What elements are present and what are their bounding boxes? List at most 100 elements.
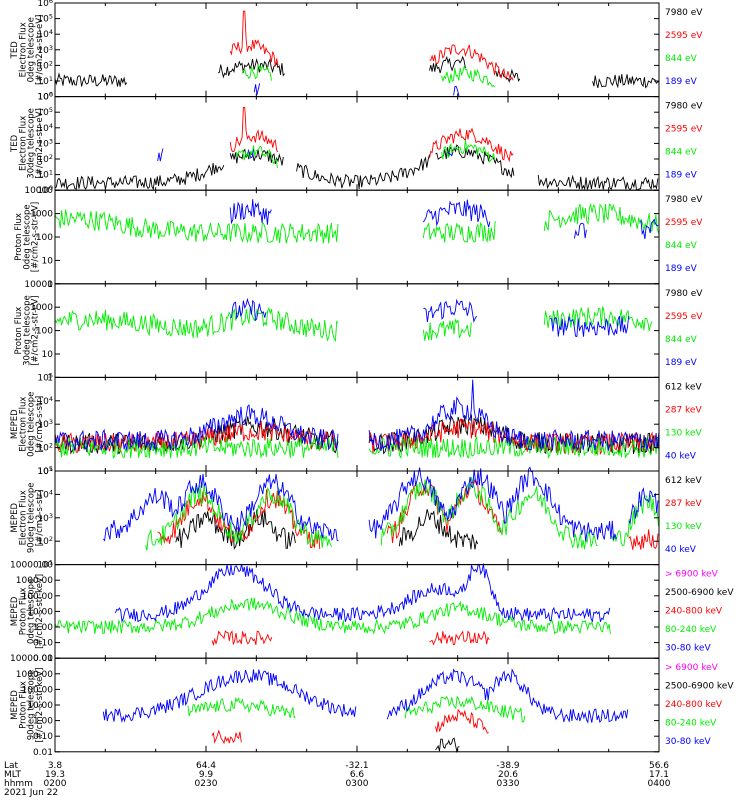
legend-entry: 240-800 keV — [665, 700, 723, 710]
legend-entry: 7980 eV — [665, 8, 703, 18]
legend-entry: 7980 eV — [665, 195, 703, 205]
series-3-844-ev — [54, 202, 659, 244]
ytick-label: 106 — [37, 0, 53, 9]
series-trace — [217, 58, 285, 79]
legend-entry: 2500-6900 keV — [665, 682, 734, 692]
ylabel-line: 0deg telescope — [27, 579, 37, 644]
legend-entry: 189 eV — [665, 77, 698, 87]
series-1-2595-ev — [229, 10, 514, 81]
series-7-30-80-kev — [114, 563, 611, 623]
legend-entry: 189 eV — [665, 264, 698, 274]
series-4-189-ev — [230, 297, 630, 338]
series-trace — [114, 563, 611, 623]
footer-time: 0330 — [497, 779, 520, 789]
series-trace — [247, 149, 255, 159]
series-trace — [175, 509, 296, 550]
series-trace — [54, 306, 339, 343]
series-trace — [368, 435, 660, 459]
series-trace — [592, 74, 659, 89]
series-trace — [54, 404, 339, 452]
series-trace — [422, 318, 472, 341]
legend-entry: 844 eV — [665, 335, 698, 345]
legend-entry: 30-80 keV — [665, 644, 711, 654]
series-trace — [543, 202, 659, 234]
ylabel-line: 90deg telescope — [27, 670, 37, 741]
legend-entry: 287 keV — [665, 405, 702, 415]
ytick-label: 100 — [36, 327, 53, 337]
footer-lat: 64.4 — [196, 761, 216, 771]
ytick-label: 100.00 — [22, 685, 54, 695]
series-8-80-240-kev — [187, 695, 526, 723]
series-trace — [435, 737, 460, 753]
legend-entry: 40 keV — [665, 451, 697, 461]
ytick-label: 100.00 — [22, 592, 54, 602]
ytick-label: 0.01 — [33, 748, 53, 758]
ylabel-line: TED — [10, 134, 20, 153]
footer-row-label: Lat — [4, 761, 19, 771]
ytick-label: 1000 — [30, 210, 53, 220]
ylabel-line: 0deg telescope — [22, 204, 32, 269]
series-trace — [573, 222, 587, 239]
ytick-label: 0.10 — [33, 639, 53, 649]
legend-entry: 130 keV — [665, 428, 702, 438]
series-5-130-kev — [54, 435, 660, 460]
series-trace — [380, 477, 599, 550]
footer-mlt: 9.9 — [199, 770, 214, 780]
legend-entry: 40 keV — [665, 545, 697, 555]
footer-mlt: 17.1 — [649, 770, 669, 780]
ylabel-line: 30deg telescope — [22, 295, 32, 366]
footer-time: 0400 — [648, 779, 671, 789]
series-trace — [537, 174, 659, 191]
series-trace — [211, 630, 273, 647]
series-8-240-800-kev — [211, 708, 489, 745]
series-4-844-ev — [54, 306, 653, 343]
legend-entry: 844 eV — [665, 148, 698, 158]
series-trace — [447, 151, 454, 157]
ytick-label: 1 — [47, 280, 53, 290]
ytick-label: 1000.00 — [16, 670, 53, 680]
series-trace — [187, 696, 296, 719]
ylabel-line: [#/cm2-s-str-eV] — [35, 108, 45, 178]
series-trace — [54, 163, 225, 191]
legend-entry: 287 keV — [665, 499, 702, 509]
series-trace — [235, 145, 278, 169]
ylabel-line: MEPED — [10, 502, 20, 532]
legend-entry: 130 keV — [665, 522, 702, 532]
ylabel-line: MEPED — [10, 596, 20, 626]
legend-entry: 30-80 keV — [665, 737, 711, 747]
ytick-label: 10000.00 — [10, 561, 53, 571]
series-trace — [296, 154, 430, 189]
ytick-label: 100 — [36, 233, 53, 243]
series-8-2500-6900-kev — [435, 737, 460, 753]
series-6-40-kev — [102, 466, 659, 542]
series-trace — [640, 218, 659, 240]
ylabel-line: Proton Flux — [18, 681, 28, 729]
ytick-label: 10000.00 — [10, 654, 53, 664]
legend-entry: 7980 eV — [665, 289, 703, 299]
footer-time: 0300 — [346, 779, 369, 789]
ylabel-line: Electron Flux — [18, 116, 28, 171]
ylabel-line: [#/cm2-s-str-keV] — [35, 668, 45, 743]
ylabel-line: Electron Flux — [18, 490, 28, 545]
ytick-label: 10000 — [24, 280, 53, 290]
ylabel-line: Proton Flux — [18, 588, 28, 636]
series-trace — [54, 437, 339, 460]
series-trace — [550, 315, 630, 338]
series-trace — [610, 494, 659, 547]
footer-lat: 56.6 — [649, 761, 669, 771]
ylabel-line: [#/cm2-s-str-eV] — [31, 202, 41, 272]
series-7-80-240-kev — [54, 597, 611, 635]
ytick-label: 1.00 — [33, 623, 53, 633]
series-trace — [102, 669, 357, 723]
ylabel-line: MEPED — [10, 409, 20, 439]
series-trace — [230, 297, 267, 322]
series-trace — [453, 85, 460, 97]
footer-lat: -38.9 — [496, 761, 520, 771]
legend-entry: 189 eV — [665, 171, 698, 181]
series-trace — [229, 199, 272, 225]
series-8-30-80-kev — [102, 668, 629, 724]
legend-entry: 2595 eV — [665, 125, 703, 135]
series-7-240-800-kev — [211, 630, 490, 647]
ylabel-line: [#/cm2-s-str] — [35, 489, 45, 546]
